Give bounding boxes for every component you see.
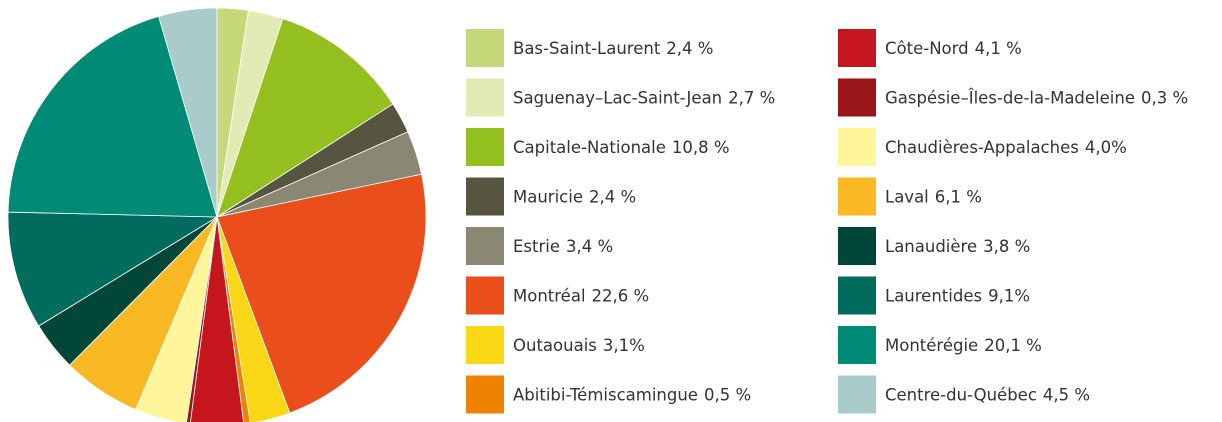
legend-name: Laval <box>885 187 929 206</box>
legend-name: Montréal <box>513 286 586 305</box>
legend-label: Laval 6,1 % <box>885 187 982 206</box>
legend-label: Outaouais 3,1% <box>513 336 645 355</box>
legend-value: 3,1% <box>603 336 645 355</box>
legend-value: 10,8 % <box>672 138 730 157</box>
legend-label: Bas-Saint-Laurent 2,4 % <box>513 39 713 58</box>
legend-name: Gaspésie–Îles-de-la-Madeleine <box>885 88 1135 107</box>
legend-name: Montérégie <box>885 336 978 355</box>
legend-swatch <box>466 29 504 67</box>
legend-label: Mauricie 2,4 % <box>513 187 636 206</box>
legend-value: 0,5 % <box>704 385 751 404</box>
legend-swatch <box>466 78 504 117</box>
legend-swatch <box>466 276 504 315</box>
legend-name: Chaudières-Appalaches <box>885 138 1079 157</box>
legend-label: Laurentides 9,1% <box>885 286 1030 305</box>
pie-slice <box>190 216 244 422</box>
legend-value: 2,4 % <box>589 187 636 206</box>
legend-name: Mauricie <box>513 187 583 206</box>
pie-slice <box>216 173 427 414</box>
legend-swatch <box>838 326 876 364</box>
legend-name: Lanaudière <box>885 237 977 256</box>
legend-value: 4,1 % <box>975 39 1022 58</box>
legend-label: Côte-Nord 4,1 % <box>885 39 1022 58</box>
legend-label: Gaspésie–Îles-de-la-Madeleine 0,3 % <box>885 88 1188 107</box>
legend-value: 2,4 % <box>666 39 713 58</box>
legend-value: 20,1 % <box>984 336 1042 355</box>
legend-swatch <box>838 29 876 67</box>
legend-label: Lanaudière 3,8 % <box>885 237 1030 256</box>
legend-name: Laurentides <box>885 286 982 305</box>
legend-value: 3,8 % <box>983 237 1030 256</box>
legend-swatch <box>838 375 876 414</box>
legend-swatch <box>838 78 876 117</box>
legend-name: Abitibi-Témiscamingue <box>513 385 698 404</box>
legend-name: Capitale-Nationale <box>513 138 666 157</box>
pie-slice <box>216 216 291 422</box>
legend-swatch <box>466 227 504 265</box>
legend-swatch <box>838 276 876 315</box>
legend-label: Estrie 3,4 % <box>513 237 613 256</box>
legend-label: Centre-du-Québec 4,5 % <box>885 385 1090 404</box>
legend-swatch <box>838 128 876 166</box>
pie-slice <box>216 216 251 422</box>
legend-label: Abitibi-Témiscamingue 0,5 % <box>513 385 751 404</box>
legend-value: 0,3 % <box>1141 88 1188 107</box>
legend-value: 2,7 % <box>728 88 775 107</box>
legend-label: Montérégie 20,1 % <box>885 336 1042 355</box>
legend-name: Saguenay–Lac-Saint-Jean <box>513 88 722 107</box>
legend-swatch <box>466 128 504 166</box>
legend-value: 9,1% <box>988 286 1030 305</box>
legend-value: 3,4 % <box>566 237 613 256</box>
legend-name: Bas-Saint-Laurent <box>513 39 661 58</box>
legend-value: 4,0% <box>1085 138 1127 157</box>
legend-swatch <box>838 177 876 216</box>
legend-swatch <box>838 227 876 265</box>
legend-label: Chaudières-Appalaches 4,0% <box>885 138 1127 157</box>
pie-slice <box>7 211 219 327</box>
pie-slice <box>158 7 218 218</box>
legend-label: Saguenay–Lac-Saint-Jean 2,7 % <box>513 88 775 107</box>
legend-swatch <box>466 375 504 414</box>
legend-value: 4,5 % <box>1043 385 1090 404</box>
legend-value: 6,1 % <box>935 187 982 206</box>
pie-slice <box>216 18 394 218</box>
legend-swatch <box>466 177 504 216</box>
pie-slice <box>7 15 218 218</box>
legend-label: Capitale-Nationale 10,8 % <box>513 138 730 157</box>
legend-name: Outaouais <box>513 336 597 355</box>
legend-swatch <box>466 326 504 364</box>
legend-label: Montréal 22,6 % <box>513 286 649 305</box>
legend-value: 22,6 % <box>592 286 650 305</box>
legend-name: Côte-Nord <box>885 39 969 58</box>
legend-name: Centre-du-Québec <box>885 385 1037 404</box>
legend-name: Estrie <box>513 237 560 256</box>
